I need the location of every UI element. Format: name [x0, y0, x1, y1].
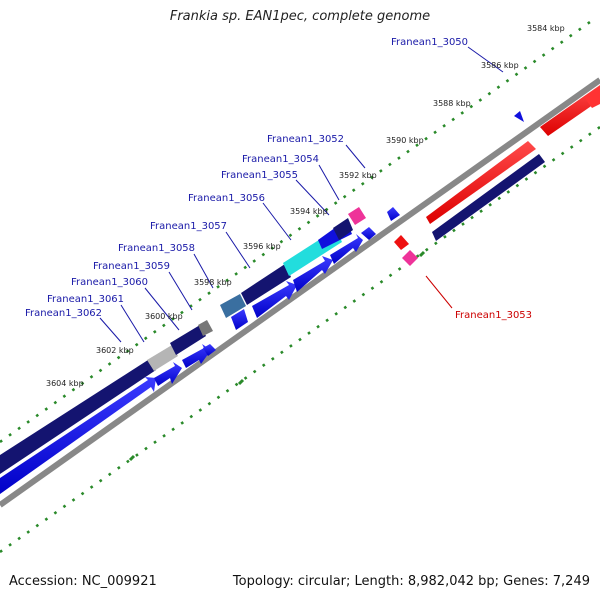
gene-block-forward [0, 360, 156, 474]
leader-line [168, 271, 193, 311]
scale-tick-label: 3584 kbp [527, 24, 565, 33]
accession-text: Accession: NC_009921 [9, 574, 157, 589]
map-title: Frankia sp. EAN1pec, complete genome [169, 9, 431, 24]
gene-label-franean1-3055[interactable]: Franean1_3055 [221, 170, 298, 181]
inner-major-tick [128, 454, 136, 462]
scale-tick-label: 3598 kbp [194, 278, 232, 287]
scale-tick-label: 3596 kbp [243, 242, 281, 251]
gene-block-forward [348, 207, 366, 225]
cds-arrow-forward [203, 344, 216, 356]
gene-label-franean1-3059[interactable]: Franean1_3059 [93, 261, 170, 272]
gene-label-franean1-3057[interactable]: Franean1_3057 [150, 221, 227, 232]
gene-label-franean1-3053[interactable]: Franean1_3053 [455, 310, 532, 321]
gene-label-franean1-3052[interactable]: Franean1_3052 [267, 134, 344, 145]
cds-arrow-forward [330, 234, 363, 264]
cds-arrow-forward [514, 111, 524, 122]
leader-line [467, 46, 504, 73]
gene-block-forward [333, 218, 353, 240]
cds-arrow-forward [361, 227, 376, 240]
leader-line [295, 179, 330, 216]
outer-tick-ring [0, 20, 591, 444]
leader-line [225, 231, 251, 269]
gene-label-franean1-3058[interactable]: Franean1_3058 [118, 243, 195, 254]
leader-line [193, 253, 214, 289]
scale-tick-label: 3592 kbp [339, 171, 377, 180]
cds-arrow-forward [154, 362, 182, 386]
gene-block-forward [198, 320, 213, 336]
cds-arrow-forward [231, 309, 248, 330]
scale-tick-label: 3588 kbp [433, 99, 471, 108]
topology-text: Topology: circular; Length: 8,982,042 bp… [232, 574, 590, 589]
gene-block-reverse [584, 86, 600, 108]
gene-block-reverse [394, 235, 409, 250]
gene-label-franean1-3061[interactable]: Franean1_3061 [47, 294, 124, 305]
gene-block-forward [220, 294, 246, 318]
gene-block-forward [170, 325, 206, 355]
gene-block-reverse [426, 141, 536, 224]
cds-arrow-forward [387, 207, 400, 221]
scale-tick-label: 3604 kbp [46, 379, 84, 388]
inner-major-tick [237, 378, 245, 386]
leader-line [318, 164, 340, 201]
leader-line [262, 202, 292, 241]
gene-label-franean1-3060[interactable]: Franean1_3060 [71, 277, 148, 288]
cds-arrow-forward [0, 377, 156, 494]
gene-block-reverse [432, 154, 545, 241]
gene-block-forward [147, 345, 178, 371]
gene-label-franean1-3050[interactable]: Franean1_3050 [391, 37, 468, 48]
gene-label-franean1-3056[interactable]: Franean1_3056 [188, 193, 265, 204]
leader-line [144, 287, 180, 331]
leader-line [345, 144, 366, 169]
scale-tick-label: 3586 kbp [481, 61, 519, 70]
genome-backbone [0, 77, 600, 508]
cds-arrow-forward [252, 281, 297, 318]
scale-tick-label: 3600 kbp [145, 312, 183, 321]
scale-tick-label: 3602 kbp [96, 346, 134, 355]
cds-arrow-forward [182, 344, 211, 368]
leader-line [425, 275, 453, 309]
leader-line [99, 317, 122, 343]
inner-tick-ring [0, 125, 600, 554]
gene-block-reverse [402, 250, 418, 266]
scale-tick-label: 3594 kbp [290, 207, 328, 216]
gene-block-forward [241, 264, 291, 305]
gene-label-franean1-3062[interactable]: Franean1_3062 [25, 308, 102, 319]
leader-line [120, 304, 145, 343]
gene-label-franean1-3054[interactable]: Franean1_3054 [242, 154, 319, 165]
inner-major-tick [418, 250, 426, 258]
leader-lines [99, 46, 504, 343]
scale-tick-label: 3590 kbp [386, 136, 424, 145]
cds-arrow-forward [293, 256, 333, 292]
